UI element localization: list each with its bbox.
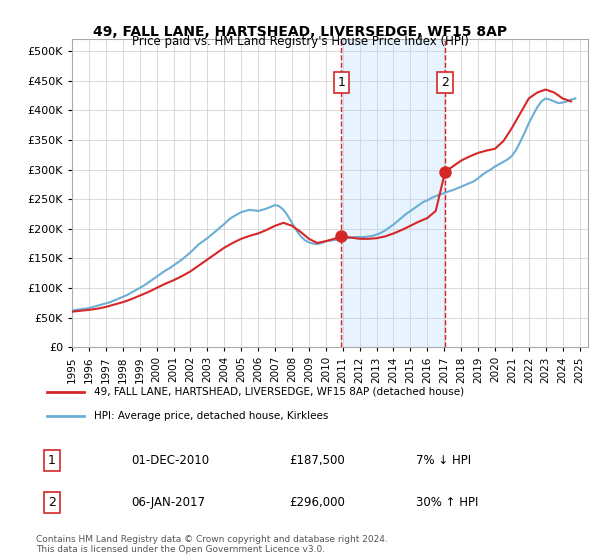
Bar	[341, 39, 445, 347]
Text: HPI: Average price, detached house, Kirklees: HPI: Average price, detached house, Kirk…	[94, 411, 328, 421]
Text: 01-DEC-2010: 01-DEC-2010	[131, 454, 209, 467]
Text: 7% ↓ HPI: 7% ↓ HPI	[416, 454, 471, 467]
Text: 49, FALL LANE, HARTSHEAD, LIVERSEDGE, WF15 8AP (detached house): 49, FALL LANE, HARTSHEAD, LIVERSEDGE, WF…	[94, 386, 464, 396]
Text: £296,000: £296,000	[289, 496, 346, 509]
Text: 2: 2	[441, 76, 449, 89]
Text: 30% ↑ HPI: 30% ↑ HPI	[416, 496, 479, 509]
Text: 1: 1	[48, 454, 56, 467]
Text: £187,500: £187,500	[289, 454, 345, 467]
Text: 06-JAN-2017: 06-JAN-2017	[131, 496, 205, 509]
Text: Price paid vs. HM Land Registry's House Price Index (HPI): Price paid vs. HM Land Registry's House …	[131, 35, 469, 48]
Text: Contains HM Land Registry data © Crown copyright and database right 2024.
This d: Contains HM Land Registry data © Crown c…	[36, 535, 388, 554]
Text: 1: 1	[337, 76, 345, 89]
Text: 2: 2	[48, 496, 56, 509]
Text: 49, FALL LANE, HARTSHEAD, LIVERSEDGE, WF15 8AP: 49, FALL LANE, HARTSHEAD, LIVERSEDGE, WF…	[93, 25, 507, 39]
